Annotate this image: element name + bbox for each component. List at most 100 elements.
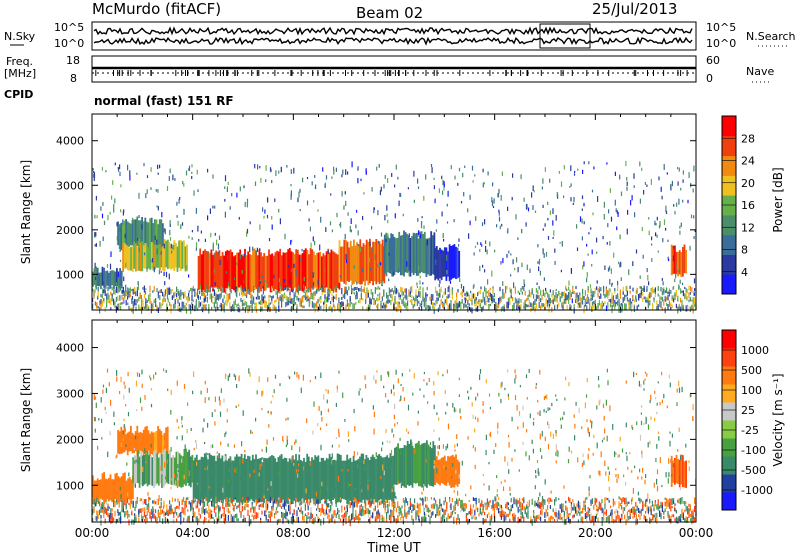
colorbar-swatch — [722, 330, 736, 349]
time-tick-label: 04:00 — [175, 526, 210, 540]
noise-right-label: N.Search — [746, 30, 796, 43]
power-echo-region — [117, 216, 164, 251]
freq-label: Freq. — [6, 55, 33, 68]
cpid-text: normal (fast) 151 RF — [94, 94, 234, 108]
y-tick-label: 2000 — [56, 433, 84, 446]
velocity-data — [92, 368, 697, 527]
colorbar-swatch — [722, 456, 736, 475]
noise-panel: N.Sky 10^5 10^0 10^5 10^0 N.Search — [4, 21, 796, 51]
power-echo-region — [122, 238, 188, 272]
power-echo-region — [434, 244, 461, 282]
colorbar-tick-label: 100 — [741, 384, 762, 397]
power-colorbar-ticks: 4 8 12 16 20 24 28 — [722, 132, 755, 279]
colorbar-tick-label: -500 — [741, 464, 766, 477]
noise-highlight-box — [539, 23, 591, 49]
power-echo-region — [338, 238, 386, 286]
velocity-colorbar-label: Velocity [m s⁻¹] — [771, 373, 785, 466]
colorbar-swatch — [722, 348, 736, 367]
velocity-colorbar-ticks: 1000 500 100 25 -25 -100 -500 -1000 — [722, 344, 773, 497]
velocity-colorbar-fill — [722, 330, 736, 511]
time-tick-label: 12:00 — [377, 526, 412, 540]
colorbar-swatch — [722, 234, 736, 255]
noise-trace-bottom — [93, 36, 693, 46]
velocity-heatmap-panel: 1000 2000 3000 4000 Slant Range [km] — [19, 319, 697, 527]
power-axes: 1000 2000 3000 4000 — [56, 114, 697, 310]
freq-unit: [MHz] — [4, 67, 36, 80]
time-tick-label: 00:00 — [75, 526, 110, 540]
freq-right-tick-bottom: 0 — [706, 72, 713, 85]
power-heatmap-panel: 1000 2000 3000 4000 Slant Range [km] — [19, 113, 697, 314]
velocity-echo-region — [394, 439, 436, 488]
noise-trace-top — [93, 26, 693, 36]
colorbar-tick-label: 24 — [741, 155, 755, 168]
colorbar-swatch — [722, 402, 736, 421]
colorbar-swatch — [722, 135, 736, 157]
power-echo-region — [92, 266, 123, 290]
velocity-axes: 1000 2000 3000 4000 — [56, 320, 697, 522]
velocity-near-range-band — [92, 496, 697, 527]
time-tick-label: 20:00 — [578, 526, 613, 540]
frequency-panel: Freq. [MHz] 18 8 60 0 Nave — [4, 54, 774, 85]
power-colorbar-label: Power [dB] — [771, 167, 785, 232]
colorbar-swatch — [722, 155, 736, 176]
colorbar-tick-label: 8 — [741, 244, 748, 257]
colorbar-tick-label: -1000 — [741, 484, 773, 497]
date-label: 25/Jul/2013 — [592, 0, 677, 18]
velocity-ylabel: Slant Range [km] — [19, 368, 33, 472]
velocity-scatter-echoes — [92, 368, 697, 525]
freq-right-tick-top: 60 — [706, 54, 720, 67]
noise-right-tick-top: 10^5 — [706, 21, 736, 34]
y-tick-label: 4000 — [56, 135, 84, 148]
noise-right-tick-bottom: 10^0 — [706, 37, 736, 50]
freq-left-tick-bottom: 8 — [70, 72, 77, 85]
colorbar-tick-label: 16 — [741, 199, 755, 212]
freq-left-tick-top: 18 — [66, 54, 80, 67]
noise-left-tick-bottom: 10^0 — [54, 37, 84, 50]
y-tick-label: 4000 — [56, 342, 84, 355]
colorbar-tick-label: 12 — [741, 221, 755, 234]
power-ylabel: Slant Range [km] — [19, 160, 33, 264]
colorbar-swatch — [722, 420, 736, 439]
cpid-label: CPID — [4, 88, 33, 101]
colorbar-tick-label: 4 — [741, 266, 748, 279]
power-scatter-echoes — [92, 160, 696, 313]
power-colorbar-fill — [722, 116, 736, 295]
power-echo-region — [197, 248, 341, 293]
y-tick-label: 3000 — [56, 387, 84, 400]
colorbar-swatch — [722, 175, 736, 196]
time-axis: 00:00 04:00 08:00 12:00 16:00 20:00 00:00 — [75, 526, 714, 540]
colorbar-tick-label: 28 — [741, 132, 755, 145]
noise-left-label: N.Sky — [4, 30, 36, 43]
y-tick-label: 2000 — [56, 224, 84, 237]
time-tick-label: 00:00 — [679, 526, 714, 540]
colorbar-swatch — [722, 274, 736, 295]
time-tick-label: 16:00 — [477, 526, 512, 540]
colorbar-swatch — [722, 474, 736, 493]
nave-label: Nave — [746, 65, 774, 78]
colorbar-swatch — [722, 384, 736, 403]
beam-label: Beam 02 — [356, 4, 423, 22]
colorbar-tick-label: 500 — [741, 364, 762, 377]
colorbar-swatch — [722, 116, 736, 137]
noise-traces — [93, 26, 693, 46]
colorbar-swatch — [722, 438, 736, 457]
colorbar-tick-label: 1000 — [741, 344, 769, 357]
colorbar-tick-label: 20 — [741, 177, 755, 190]
velocity-echo-region — [670, 454, 687, 488]
colorbar-swatch — [722, 214, 736, 236]
colorbar-tick-label: -25 — [741, 424, 759, 437]
colorbar-swatch — [722, 254, 736, 275]
station-title: McMurdo (fitACF) — [92, 0, 221, 18]
frequency-traces — [92, 66, 696, 76]
velocity-echo-region — [192, 453, 395, 505]
power-echo-region — [383, 230, 436, 277]
velocity-colorbar: 1000 500 100 25 -25 -100 -500 -1000 Velocity [m… — [721, 329, 785, 511]
colorbar-swatch — [722, 366, 736, 385]
velocity-echo-region — [132, 448, 194, 488]
time-tick-label: 08:00 — [276, 526, 311, 540]
colorbar-tick-label: 25 — [741, 404, 755, 417]
velocity-echo-region — [117, 425, 169, 456]
y-tick-label: 1000 — [56, 268, 84, 281]
y-tick-label: 1000 — [56, 479, 84, 492]
